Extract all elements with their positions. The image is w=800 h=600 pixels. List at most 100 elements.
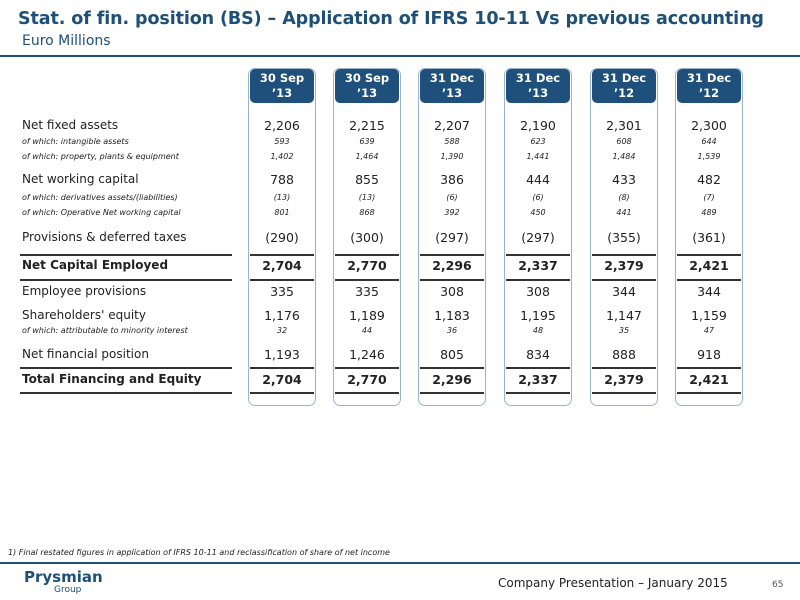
table-cell: 2,379: [604, 258, 644, 273]
column-header-date: 31 Dec ’13: [515, 71, 561, 100]
column-header-basis-label: Reported: [508, 101, 568, 115]
column-header-basis-label: Restated: [422, 101, 482, 115]
table-cell: 1,484: [612, 152, 636, 161]
footnote: 1) Final restated figures in application…: [8, 548, 390, 557]
table-cell: 2,215: [349, 118, 385, 133]
row-label: of which: attributable to minority inter…: [22, 326, 188, 335]
column-header-basis: Reported: [506, 101, 570, 116]
row-label: Provisions & deferred taxes: [22, 230, 187, 244]
table-cell: 1,539: [697, 152, 721, 161]
table-cell: 2,301: [606, 118, 642, 133]
row-separator: [506, 254, 570, 256]
row-separator: [420, 392, 484, 394]
table-cell: 644: [701, 137, 717, 146]
table-cell: 639: [359, 137, 375, 146]
table-cell: 44: [361, 326, 373, 335]
table-cell: 1,189: [349, 308, 385, 323]
table-cell: 48: [532, 326, 544, 335]
table-cell: 2,337: [518, 258, 558, 273]
table-cell: 2,379: [604, 372, 644, 387]
row-separator: [20, 254, 232, 256]
column-header: 31 Dec ’13 Reported: [506, 69, 570, 115]
row-separator: [592, 367, 656, 369]
table-cell: 788: [270, 172, 294, 187]
footnote-marker: 1): [619, 119, 629, 127]
table-cell: 1,159: [691, 308, 727, 323]
row-label: Net Capital Employed: [22, 258, 169, 272]
table-cell: 855: [355, 172, 379, 187]
column-frame: [504, 68, 572, 406]
row-label: Employee provisions: [22, 284, 147, 298]
table-cell: 308: [526, 284, 550, 299]
row-separator: [250, 392, 314, 394]
row-separator: [20, 392, 232, 394]
table-cell: (13): [358, 193, 376, 202]
table-cell: 2,207: [434, 118, 470, 133]
footer-text: Company Presentation – January 2015: [498, 576, 728, 590]
table-cell: 450: [530, 208, 546, 217]
row-separator: [335, 279, 399, 281]
column-header: 30 Sep ’13 Reported: [335, 69, 399, 115]
table-cell: 308: [440, 284, 464, 299]
row-label: Total Financing and Equity: [22, 372, 202, 386]
table-cell: 2,704: [262, 372, 302, 387]
row-separator: [420, 254, 484, 256]
row-separator: [592, 254, 656, 256]
table-cell: 335: [270, 284, 294, 299]
page-number: 65: [772, 580, 784, 590]
table-cell: 588: [444, 137, 460, 146]
table-cell: 2,337: [518, 372, 558, 387]
table-cell: 335: [355, 284, 379, 299]
column-frame: [590, 68, 658, 406]
column-header-basis: Restated 1): [592, 101, 656, 132]
column-header-basis-label: Reported: [679, 101, 739, 115]
table-cell: 623: [530, 137, 546, 146]
row-label: Shareholders' equity: [22, 308, 146, 322]
row-label: of which: intangible assets: [22, 137, 129, 146]
table-cell: (297): [435, 230, 469, 245]
column-frame: [248, 68, 316, 406]
column-header: 31 Dec ’12 Restated 1): [592, 69, 656, 127]
table-cell: 1,246: [349, 347, 385, 362]
column-header-basis-label: Restated: [594, 101, 654, 115]
table-cell: 2,296: [432, 372, 472, 387]
row-separator: [592, 279, 656, 281]
table-cell: 834: [526, 347, 550, 362]
column-header-date: 31 Dec ’13: [429, 71, 475, 100]
row-separator: [20, 367, 232, 369]
column-header: 31 Dec ’12 Reported: [677, 69, 741, 115]
table-cell: 444: [526, 172, 550, 187]
column-header-basis: Restated 1): [250, 101, 314, 132]
row-label: Net fixed assets: [22, 118, 119, 132]
column-header: 31 Dec ’13 Restated 1): [420, 69, 484, 127]
table-cell: (7): [703, 193, 715, 202]
table-cell: 918: [697, 347, 721, 362]
table-cell: 2,704: [262, 258, 302, 273]
column-header-basis-label: Reported: [337, 101, 397, 115]
header-divider: [0, 55, 800, 57]
table-cell: (8): [618, 193, 630, 202]
row-separator: [592, 392, 656, 394]
table-cell: 2,770: [347, 258, 387, 273]
row-label: of which: property, plants & equipment: [22, 152, 179, 161]
table-cell: 32: [276, 326, 288, 335]
row-separator: [420, 279, 484, 281]
table-cell: 35: [618, 326, 630, 335]
footnote-marker: 1): [277, 119, 287, 127]
table-cell: 1,176: [264, 308, 300, 323]
table-cell: 2,421: [689, 258, 729, 273]
table-cell: 2,296: [432, 258, 472, 273]
row-separator: [420, 367, 484, 369]
table-cell: 1,195: [520, 308, 556, 323]
row-separator: [506, 392, 570, 394]
row-separator: [677, 367, 741, 369]
column-header-date: 31 Dec ’12: [686, 71, 732, 100]
table-cell: 489: [701, 208, 717, 217]
table-cell: (13): [273, 193, 291, 202]
table-cell: 1,147: [606, 308, 642, 323]
table-cell: 2,421: [689, 372, 729, 387]
footer-divider: [0, 562, 800, 564]
row-separator: [506, 279, 570, 281]
table-cell: 433: [612, 172, 636, 187]
table-cell: 888: [612, 347, 636, 362]
